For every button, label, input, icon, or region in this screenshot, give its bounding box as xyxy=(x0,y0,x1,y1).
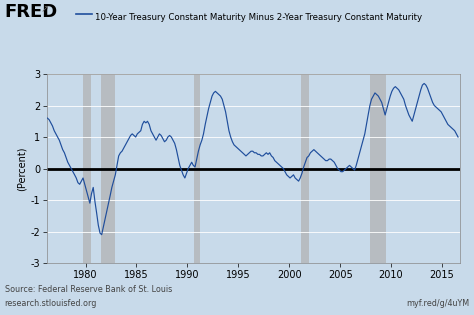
Bar xyxy=(301,74,309,263)
Bar xyxy=(101,74,115,263)
Text: research.stlouisfed.org: research.stlouisfed.org xyxy=(5,299,97,308)
Text: 10-Year Treasury Constant Maturity Minus 2-Year Treasury Constant Maturity: 10-Year Treasury Constant Maturity Minus… xyxy=(95,13,422,22)
Bar xyxy=(370,74,386,263)
Text: FRED: FRED xyxy=(5,3,58,21)
Text: Source: Federal Reserve Bank of St. Louis: Source: Federal Reserve Bank of St. Loui… xyxy=(5,285,172,294)
Y-axis label: (Percent): (Percent) xyxy=(17,146,27,191)
Bar xyxy=(83,74,91,263)
Text: myf.red/g/4uYM: myf.red/g/4uYM xyxy=(406,299,469,308)
Text: ↗: ↗ xyxy=(40,5,48,15)
Bar xyxy=(193,74,200,263)
